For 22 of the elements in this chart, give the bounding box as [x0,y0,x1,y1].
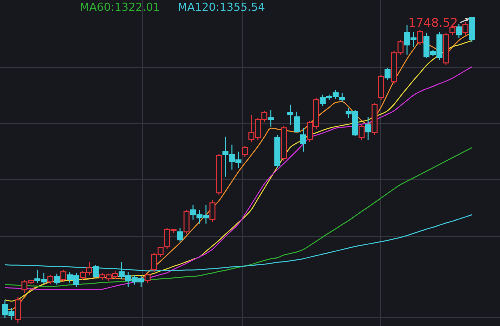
candlestick [15,296,22,324]
candlestick [294,111,300,133]
annotation: 1748.52 [408,16,458,30]
candlestick [177,228,184,242]
candlestick [144,273,151,284]
text: MA60:1322.01 [80,1,160,14]
candlestick [384,68,391,80]
candlestick [417,29,424,46]
candlestick [210,200,216,223]
text: MA120:1355.54 [178,1,266,14]
candlestick [184,210,190,234]
candlestick [54,273,60,286]
candlestick [242,146,248,158]
candlestick [469,18,476,43]
candlestick [365,116,372,140]
candlestick [288,104,294,126]
candlestick [300,128,306,152]
candlestick [60,269,67,283]
candlestick [358,124,365,140]
candlestick [268,110,274,128]
candlestick [378,74,384,101]
candlestick [456,24,462,39]
